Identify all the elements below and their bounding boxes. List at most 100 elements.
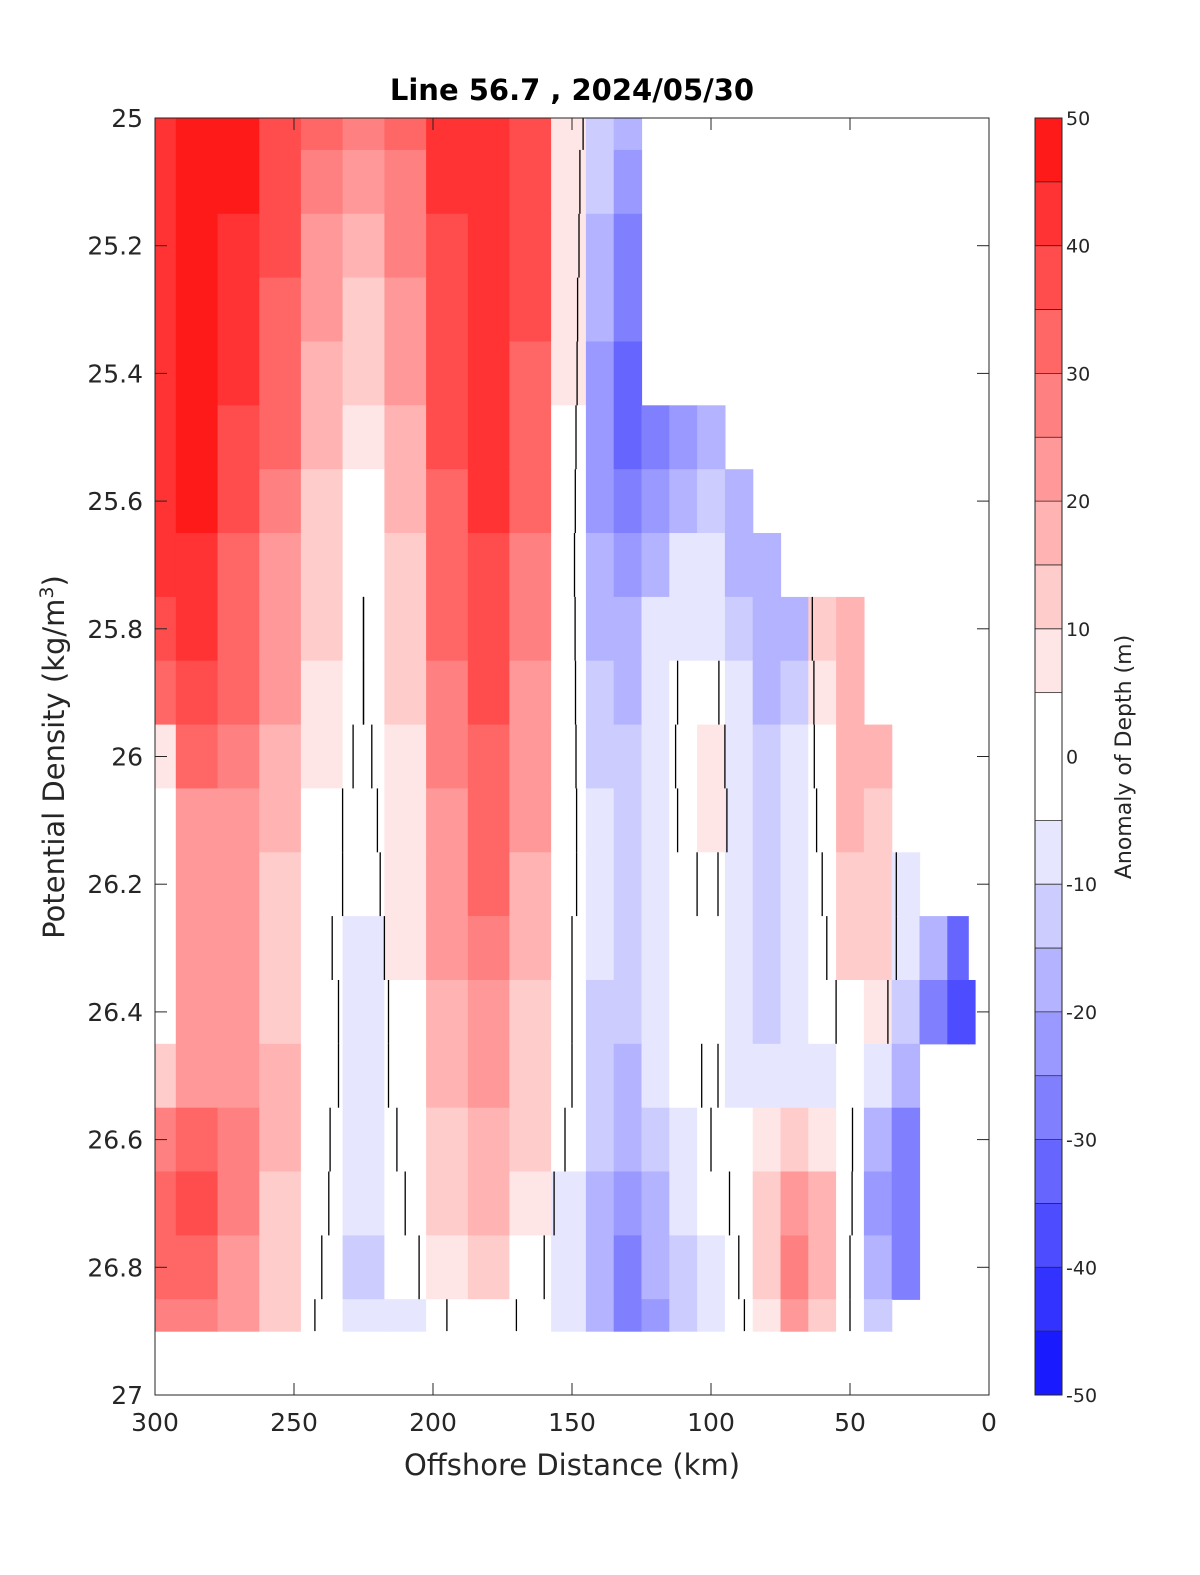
anomaly-cell — [863, 1043, 893, 1109]
anomaly-cell — [697, 724, 726, 790]
anomaly-cell — [808, 1043, 837, 1109]
anomaly-cell — [724, 533, 754, 598]
anomaly-cell — [724, 469, 754, 534]
anomaly-cell — [342, 341, 385, 406]
anomaly-cell — [585, 1043, 615, 1109]
anomaly-cell — [724, 724, 754, 790]
anomaly-cell — [808, 1235, 837, 1300]
y-tick-label: 25 — [111, 104, 143, 133]
anomaly-cell — [300, 341, 344, 406]
anomaly-cell — [217, 149, 260, 215]
anomaly-cell — [175, 1171, 219, 1236]
anomaly-cell — [551, 1043, 587, 1109]
anomaly-cell — [613, 1107, 643, 1173]
anomaly-cell — [724, 852, 754, 917]
anomaly-cell — [155, 1171, 177, 1236]
anomaly-cell — [752, 596, 782, 662]
anomaly-cell — [155, 277, 177, 343]
anomaly-cell — [551, 916, 587, 981]
colorbar-swatch — [1035, 437, 1062, 502]
anomaly-cell — [509, 277, 552, 343]
anomaly-cell — [467, 405, 511, 470]
y-tick-label: 25.8 — [87, 615, 143, 644]
anomaly-cell — [780, 1107, 809, 1173]
anomaly-cell — [259, 788, 302, 853]
anomaly-cell — [613, 469, 643, 534]
anomaly-cell — [259, 341, 302, 406]
x-axis: 300 250 200 150 100 50 0 — [131, 118, 997, 1437]
anomaly-cell — [342, 724, 385, 790]
anomaly-cell — [300, 660, 344, 726]
anomaly-cell — [467, 1043, 511, 1109]
anomaly-cell — [641, 469, 670, 534]
anomaly-cell — [384, 724, 427, 790]
colorbar-tick-label: -50 — [1066, 1385, 1097, 1407]
anomaly-cell — [467, 1107, 511, 1173]
anomaly-cell — [641, 916, 670, 981]
anomaly-cell — [669, 1043, 698, 1109]
anomaly-cell — [669, 1299, 698, 1332]
anomaly-cell — [384, 1299, 427, 1332]
anomaly-cell — [551, 277, 587, 343]
anomaly-cell — [175, 341, 219, 406]
anomaly-cell — [780, 916, 809, 981]
colorbar-tick-label: -20 — [1066, 1002, 1097, 1024]
anomaly-cell — [175, 1299, 219, 1332]
anomaly-cell — [669, 1235, 698, 1300]
anomaly-cell — [467, 341, 511, 406]
anomaly-cell — [384, 405, 427, 470]
anomaly-cell — [509, 405, 552, 470]
anomaly-cell — [259, 852, 302, 917]
colorbar-label: Anomaly of Depth (m) — [1112, 635, 1137, 879]
anomaly-cell — [724, 916, 754, 981]
anomaly-cell — [724, 1299, 754, 1332]
anomaly-cell — [669, 469, 698, 534]
anomaly-cell — [863, 1171, 893, 1236]
y-tick-label: 26.6 — [87, 1126, 143, 1155]
anomaly-cell — [585, 533, 615, 598]
y-tick-label: 26.2 — [87, 870, 143, 899]
anomaly-cell — [259, 213, 302, 279]
anomaly-cell — [175, 788, 219, 853]
anomaly-cell — [342, 852, 385, 917]
anomaly-cell — [613, 660, 643, 726]
anomaly-cell — [467, 788, 511, 853]
colorbar-tick-label: 20 — [1066, 491, 1090, 513]
anomaly-cell — [863, 1107, 893, 1173]
anomaly-cell — [551, 1107, 587, 1173]
anomaly-cell — [426, 980, 469, 1045]
anomaly-cell — [669, 724, 698, 790]
colorbar — [1035, 117, 1062, 1396]
anomaly-cell — [551, 660, 587, 726]
anomaly-cell — [585, 1171, 615, 1236]
anomaly-cell — [155, 149, 177, 215]
anomaly-cell — [613, 341, 643, 406]
anomaly-cell — [259, 1171, 302, 1236]
y-axis: 25 25.2 25.4 25.6 25.8 26 26.2 26.4 26.6 26.8 27 — [87, 104, 989, 1410]
anomaly-cell — [697, 405, 726, 470]
anomaly-cell — [426, 724, 469, 790]
anomaly-cell — [259, 469, 302, 534]
anomaly-cell — [155, 1299, 177, 1332]
anomaly-cell — [217, 852, 260, 917]
anomaly-cell — [175, 277, 219, 343]
anomaly-cell — [724, 596, 754, 662]
anomaly-cell — [467, 980, 511, 1045]
anomaly-cell — [342, 1171, 385, 1236]
anomaly-cell — [919, 980, 948, 1045]
anomaly-cell — [551, 469, 587, 534]
anomaly-cell — [697, 852, 726, 917]
anomaly-cell — [585, 660, 615, 726]
anomaly-cell — [780, 596, 809, 662]
anomaly-cell — [509, 1235, 552, 1300]
anomaly-cell — [585, 788, 615, 853]
anomaly-cell — [259, 1235, 302, 1300]
colorbar-tick-label: -40 — [1066, 1257, 1097, 1279]
anomaly-cell — [863, 916, 893, 981]
anomaly-cell — [669, 596, 698, 662]
anomaly-cell — [752, 533, 782, 598]
anomaly-cell — [780, 1043, 809, 1109]
colorbar-swatch — [1035, 820, 1062, 885]
anomaly-cell — [752, 1235, 782, 1300]
anomaly-cell — [509, 149, 552, 215]
